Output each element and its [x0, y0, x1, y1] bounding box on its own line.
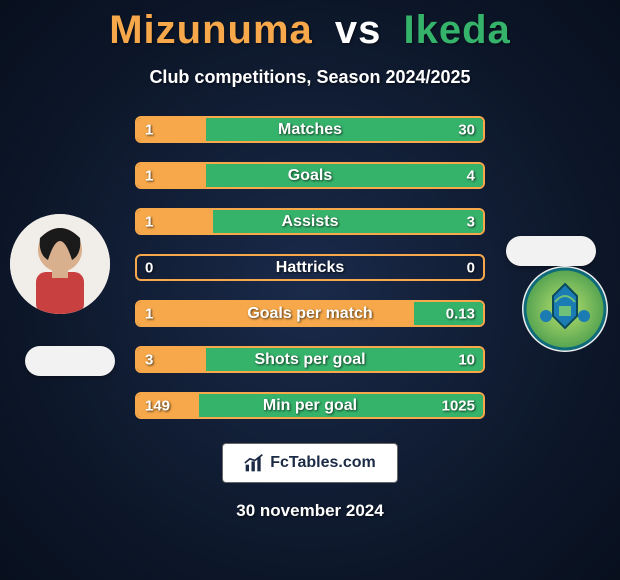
chart-icon	[244, 453, 264, 473]
stat-label: Goals	[288, 167, 332, 185]
stat-label: Assists	[282, 213, 339, 231]
club-crest-icon	[522, 266, 608, 352]
stat-value-right: 10	[458, 351, 475, 368]
comparison-title: Mizunuma vs Ikeda	[0, 8, 620, 53]
stat-bar: 3 Shots per goal 10	[135, 346, 485, 373]
player1-club-pill	[25, 346, 115, 376]
stat-value-left: 149	[145, 397, 170, 414]
stat-value-right: 0	[467, 259, 475, 276]
player1-name: Mizunuma	[109, 8, 313, 52]
snapshot-date: 30 november 2024	[0, 501, 620, 521]
stat-label: Matches	[278, 121, 342, 139]
stat-label: Shots per goal	[254, 351, 365, 369]
stat-value-left: 3	[145, 351, 153, 368]
stat-value-right: 30	[458, 121, 475, 138]
stat-value-left: 1	[145, 305, 153, 322]
stats-bars: 1Matches301Goals41Assists30Hattricks01Go…	[135, 116, 485, 419]
stat-value-right: 1025	[442, 397, 475, 414]
stat-label: Goals per match	[247, 305, 372, 323]
player-photo-icon	[10, 214, 110, 314]
stat-fill-right	[206, 164, 483, 187]
stat-bar: 149 Min per goal 1025	[135, 392, 485, 419]
stat-value-left: 0	[145, 259, 153, 276]
stat-value-left: 1	[145, 167, 153, 184]
stat-value-right: 4	[467, 167, 475, 184]
stat-value-right: 0.13	[446, 305, 475, 322]
player2-crest	[522, 266, 608, 352]
stat-fill-right	[206, 118, 483, 141]
site-logo: FcTables.com	[222, 443, 398, 483]
stat-bar: 1 Matches 30	[135, 116, 485, 143]
site-name: FcTables.com	[270, 454, 376, 472]
stat-label: Min per goal	[263, 397, 357, 415]
player2-club-pill	[506, 236, 596, 266]
subtitle: Club competitions, Season 2024/2025	[0, 67, 620, 88]
stat-value-left: 1	[145, 121, 153, 138]
player2-name: Ikeda	[404, 8, 511, 52]
stat-bar: 1 Goals per match 0.13	[135, 300, 485, 327]
stat-value-left: 1	[145, 213, 153, 230]
stat-bar: 1 Assists 3	[135, 208, 485, 235]
player1-avatar	[10, 214, 110, 314]
stat-bar: 1 Goals 4	[135, 162, 485, 189]
stat-fill-right	[213, 210, 483, 233]
stat-bar: 0 Hattricks 0	[135, 254, 485, 281]
stat-value-right: 3	[467, 213, 475, 230]
vs-text: vs	[335, 8, 382, 52]
stat-label: Hattricks	[276, 259, 344, 277]
